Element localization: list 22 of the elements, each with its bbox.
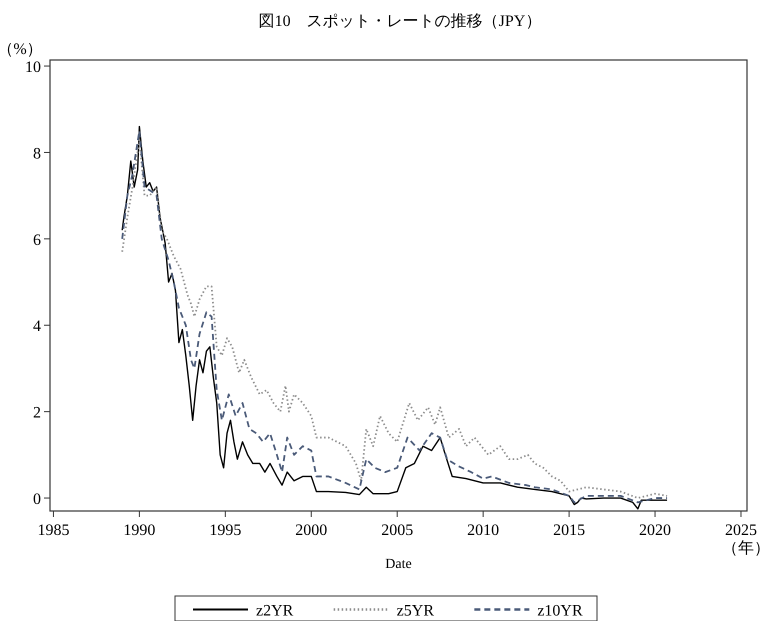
y-axis-title: （%）	[0, 41, 43, 58]
x-tick-label: 1995	[209, 522, 242, 539]
legend-label: z2YR	[256, 602, 294, 620]
x-tick-label: 2015	[553, 522, 586, 539]
x-tick-label: 2025	[724, 522, 757, 539]
x-tick-label: 1985	[37, 522, 70, 539]
y-tick-label: 6	[33, 232, 41, 249]
legend-label: z5YR	[396, 602, 434, 620]
legend-label: z10YR	[537, 602, 583, 620]
y-tick-label: 8	[33, 145, 41, 162]
x-axis-title: Date	[385, 557, 412, 572]
x-tick-label: 2010	[467, 522, 500, 539]
y-tick-label: 0	[33, 491, 41, 508]
x-tick-label: 2000	[295, 522, 328, 539]
y-tick-label: 10	[25, 59, 41, 76]
chart-title: 図10 スポット・レートの推移（JPY）	[258, 13, 542, 30]
x-tick-label: 2005	[381, 522, 414, 539]
x-tick-label: 2020	[639, 522, 672, 539]
y-tick-label: 2	[33, 404, 41, 422]
y-tick-label: 4	[33, 318, 41, 336]
text: （年）	[722, 540, 765, 557]
x-tick-label: 1990	[123, 522, 156, 539]
